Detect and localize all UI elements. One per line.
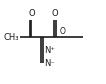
Text: O: O	[60, 27, 66, 36]
Text: N⁺: N⁺	[44, 46, 55, 55]
Text: O: O	[28, 9, 35, 18]
Text: N⁻: N⁻	[44, 59, 55, 68]
Text: O: O	[51, 9, 58, 18]
Text: CH₃: CH₃	[4, 33, 19, 42]
